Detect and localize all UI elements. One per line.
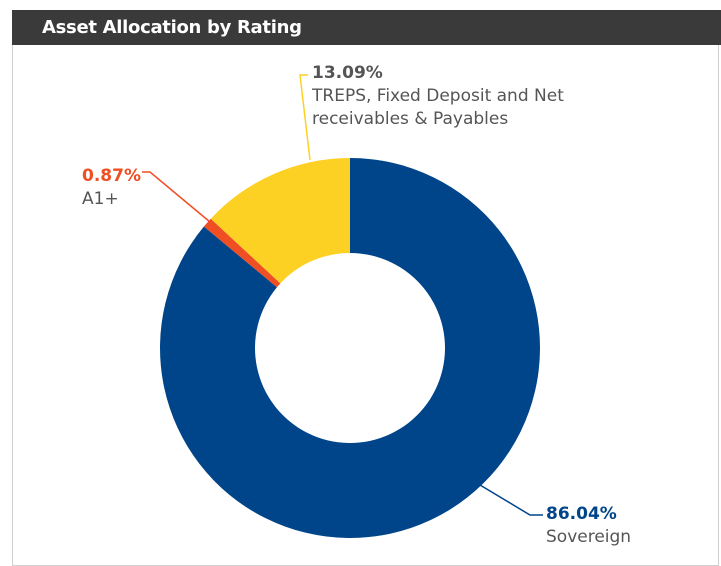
donut-slice xyxy=(203,218,281,288)
leader-line xyxy=(479,484,543,516)
category-label: A1+ xyxy=(82,189,119,209)
value-label: 86.04% xyxy=(546,504,617,524)
donut-slice xyxy=(159,158,540,538)
value-label: 0.87% xyxy=(82,166,141,186)
category-label: TREPS, Fixed Deposit and Net receivables… xyxy=(312,86,564,129)
header-bar: Asset Allocation by Rating xyxy=(12,10,721,45)
leader-line xyxy=(299,74,311,161)
value-label: 13.09% xyxy=(312,63,383,83)
leader-line xyxy=(142,171,211,223)
chart-title: Asset Allocation by Rating xyxy=(42,17,302,38)
category-label: Sovereign xyxy=(546,527,632,547)
donut-slice xyxy=(210,158,350,284)
